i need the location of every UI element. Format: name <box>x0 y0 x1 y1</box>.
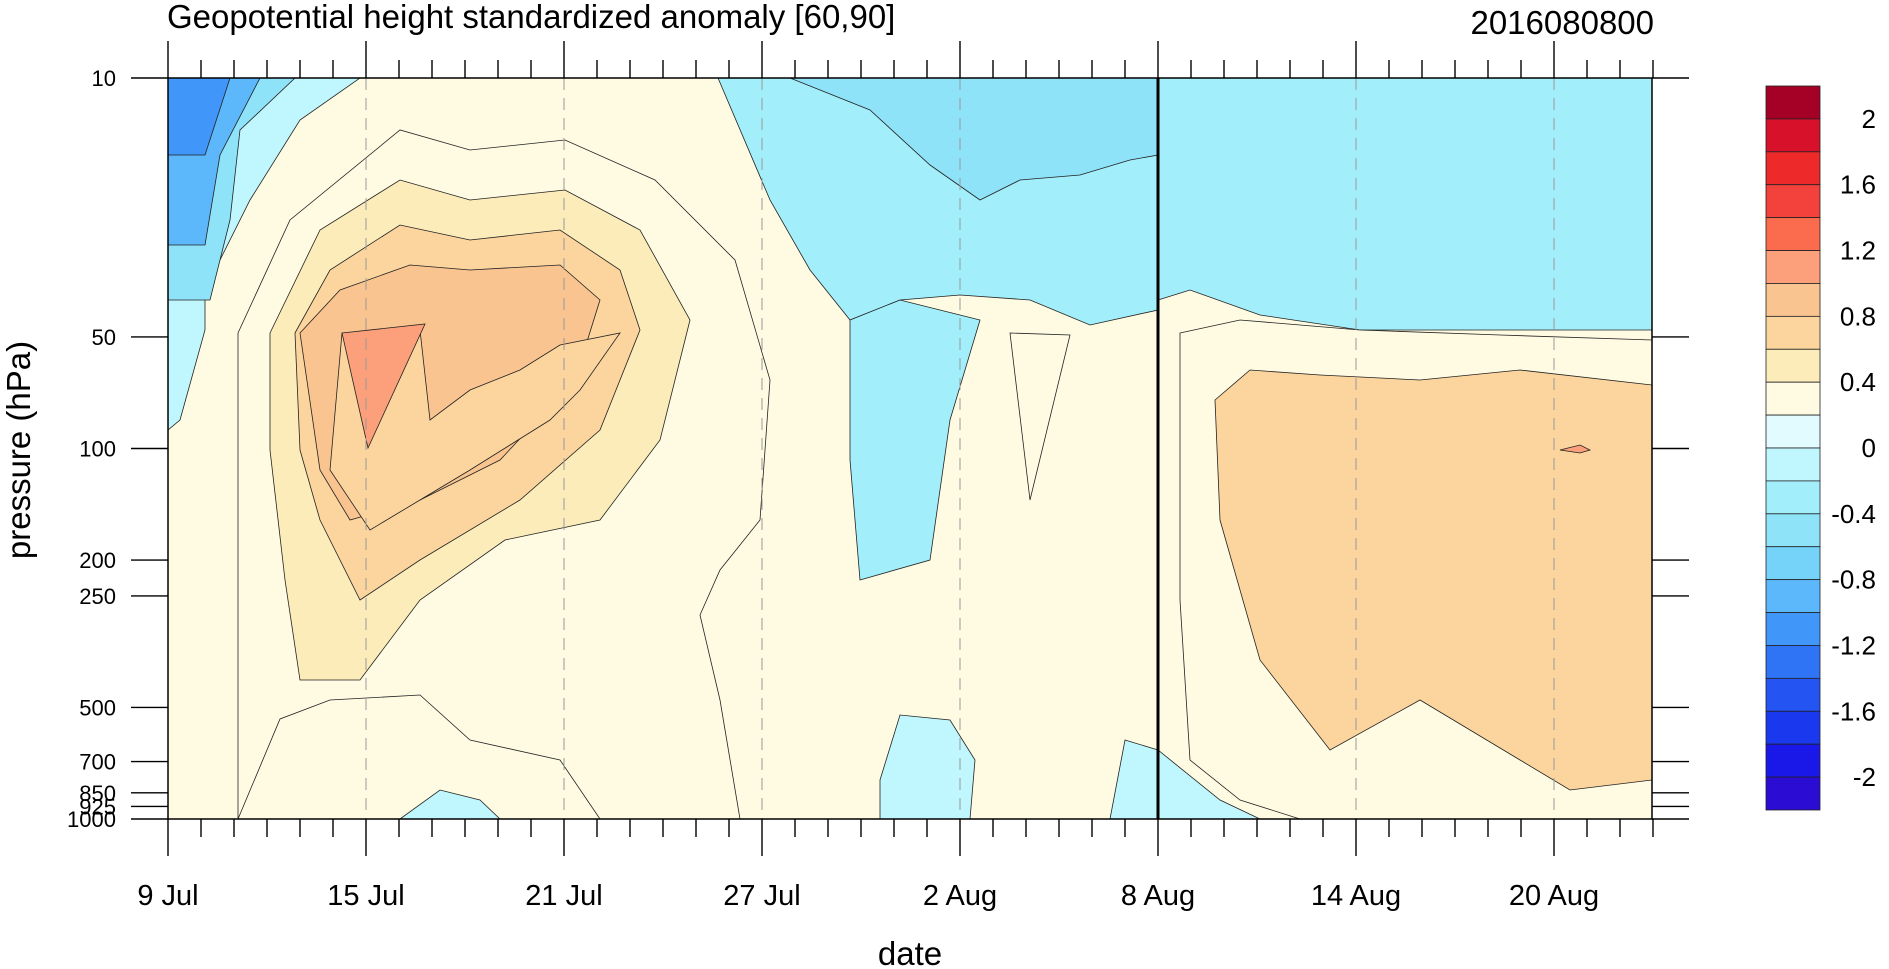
x-tick-label: 20 Aug <box>1509 880 1599 912</box>
contour-neg-lower-left <box>399 789 501 819</box>
contour-pos-right-2 <box>1214 369 1652 791</box>
colorbar-swatch <box>1765 315 1821 350</box>
y-tick-label: 250 <box>79 584 116 609</box>
colorbar-label: -2 <box>1853 762 1876 792</box>
x-tick-label: 27 Jul <box>723 880 800 912</box>
colorbar-swatch <box>1765 348 1821 383</box>
x-axis-label: date <box>878 935 942 969</box>
y-axis-label: pressure (hPa) <box>0 341 37 559</box>
colorbar-swatch <box>1765 283 1821 317</box>
colorbar-label: 0.4 <box>1840 367 1876 397</box>
colorbar-swatch <box>1765 513 1821 548</box>
colorbar-swatch <box>1765 381 1821 416</box>
colorbar-swatch <box>1765 447 1821 482</box>
colorbar-swatch <box>1765 217 1821 251</box>
colorbar-swatch <box>1765 184 1821 219</box>
colorbar-swatch <box>1765 151 1821 186</box>
x-tick-label: 21 Jul <box>525 880 602 912</box>
x-tick-label: 15 Jul <box>327 880 404 912</box>
x-tick-label: 9 Jul <box>137 880 198 912</box>
contour-fills <box>168 78 1652 819</box>
y-tick-label: 10 <box>92 66 116 91</box>
y-tick-label: 500 <box>79 695 116 720</box>
colorbar-swatch <box>1765 612 1821 646</box>
y-tick-label: 700 <box>79 750 116 775</box>
colorbar-swatch <box>1765 480 1821 515</box>
colorbar-swatch <box>1765 85 1821 120</box>
colorbar-swatch <box>1765 579 1821 613</box>
contour-pos-left-5 <box>329 329 621 531</box>
contour-neg-lower-mid <box>879 714 976 819</box>
colorbar-label: 2 <box>1862 104 1876 134</box>
contour-neg-mid-3 <box>849 299 981 581</box>
y-tick-label: 50 <box>92 325 116 350</box>
x-axis: 9 Jul 15 Jul 21 Jul 27 Jul 2 Aug 8 Aug 14 Aug 2… <box>137 41 1654 912</box>
x-tick-label: 8 Aug <box>1121 880 1195 912</box>
chart-title: Geopotential height standardized anomaly… <box>167 0 895 35</box>
colorbar-swatch <box>1765 250 1821 284</box>
contour-neg-upper-left-4 <box>168 78 231 156</box>
y-tick-label: 850 <box>79 781 116 806</box>
colorbar-label: -1.6 <box>1831 696 1876 726</box>
date-gridlines <box>365 78 1555 819</box>
colorbar-label: 0 <box>1862 433 1876 463</box>
colorbar: 2 1.6 1.2 0.8 0.4 0 -0.4 -0.8 -1.2 -1.6 -2 <box>1765 85 1876 811</box>
colorbar-swatch <box>1765 743 1821 778</box>
contour-pos-left-max <box>341 323 426 450</box>
colorbar-swatch <box>1765 645 1821 679</box>
colorbar-label: 1.2 <box>1840 236 1876 266</box>
colorbar-swatch <box>1765 414 1821 449</box>
y-tick-label: 925 <box>79 794 116 819</box>
x-tick-label: 14 Aug <box>1311 880 1401 912</box>
colorbar-label: -1.2 <box>1831 630 1876 660</box>
contour-pos-aug-lobe <box>1009 332 1071 501</box>
colorbar-swatch <box>1765 710 1821 745</box>
plot-area <box>168 78 1652 819</box>
colorbar-label: -0.8 <box>1831 565 1876 595</box>
contour-pos-right-max <box>1559 444 1592 454</box>
contour-neg-right-base <box>1157 78 1652 331</box>
colorbar-label: -0.4 <box>1831 499 1876 529</box>
y-tick-label: 1000 <box>67 807 116 832</box>
colorbar-label: 0.8 <box>1840 301 1876 331</box>
colorbar-swatch <box>1765 546 1821 581</box>
colorbar-swatch <box>1765 118 1821 153</box>
y-tick-label: 200 <box>79 548 116 573</box>
chart-stamp: 2016080800 <box>1470 4 1654 41</box>
colorbar-swatch <box>1765 677 1821 712</box>
x-tick-label: 2 Aug <box>923 880 997 912</box>
colorbar-swatch <box>1765 776 1821 811</box>
colorbar-label: 1.6 <box>1840 170 1876 200</box>
y-tick-label: 100 <box>79 437 116 462</box>
contour-neg-lower-right <box>1109 739 1261 819</box>
